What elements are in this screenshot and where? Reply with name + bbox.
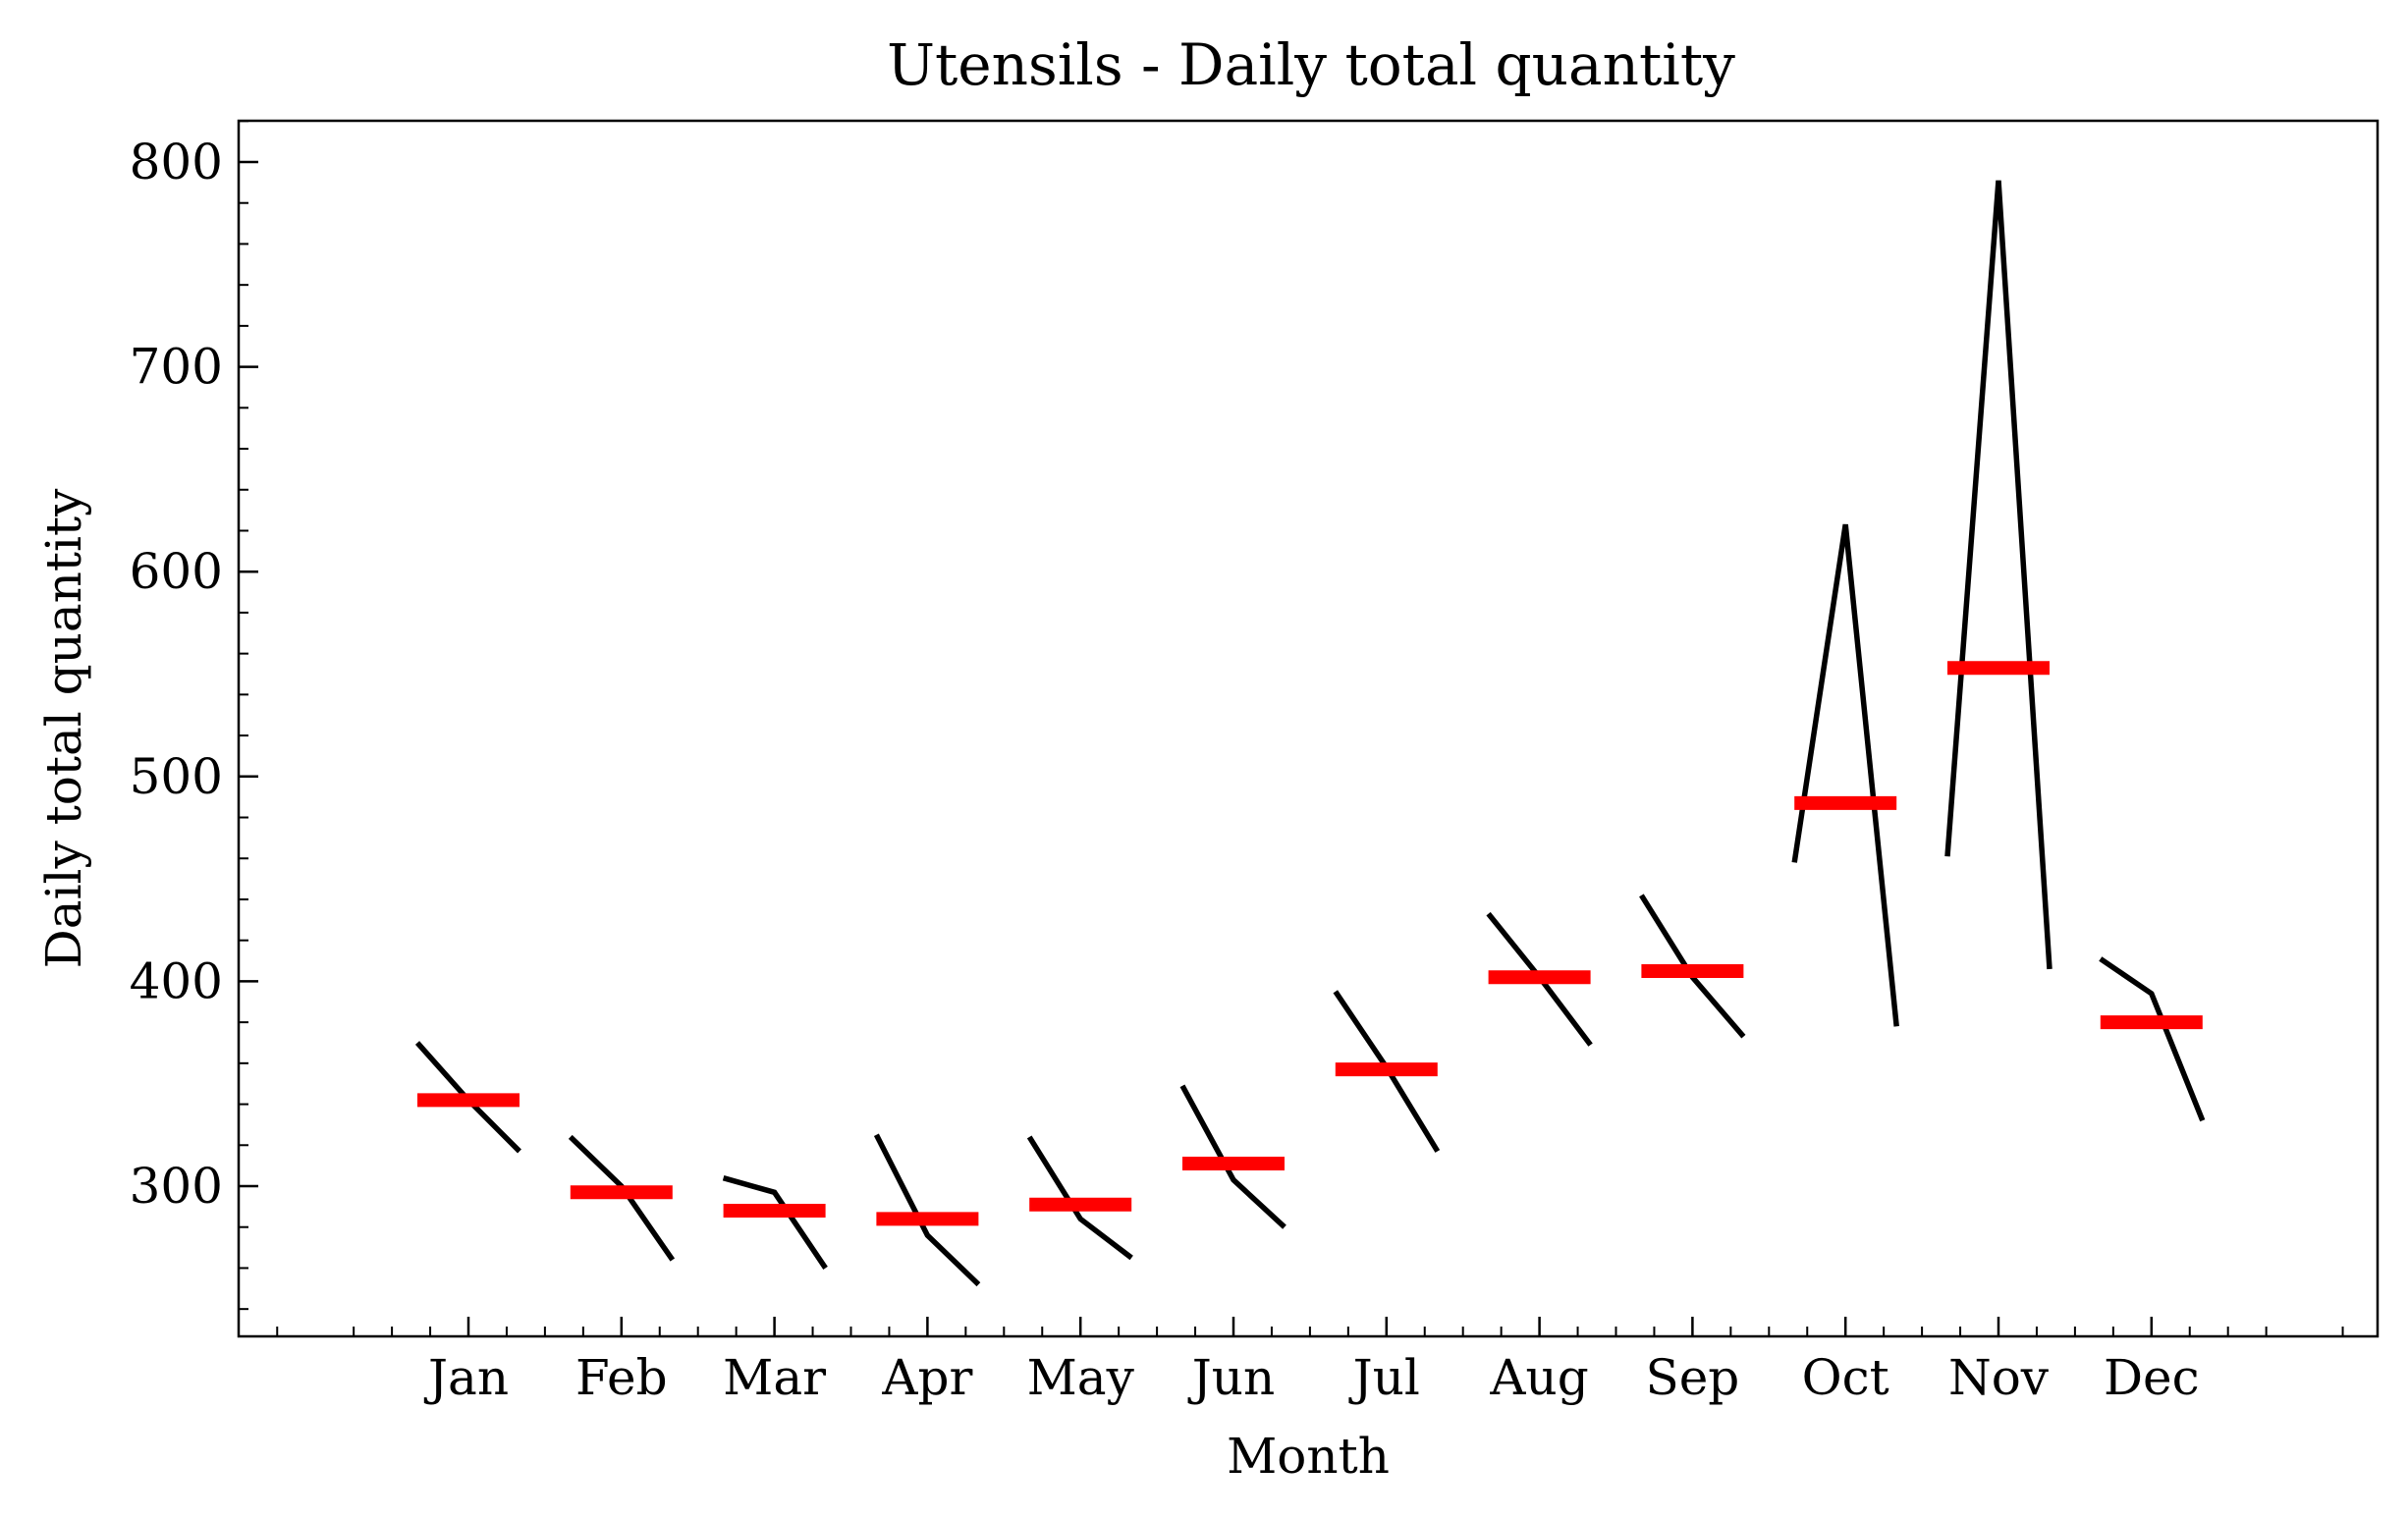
y-tick-label: 300 xyxy=(130,1158,223,1215)
x-tick-label: May xyxy=(1027,1349,1135,1406)
x-tick-label: Oct xyxy=(1802,1349,1889,1406)
series-line-apr xyxy=(873,1133,981,1287)
x-axis: Jan Feb Mar Apr May Jun Jul Aug Sep Oct Nov Dec xyxy=(276,1317,2344,1406)
x-tick-label: Dec xyxy=(2104,1349,2200,1406)
y-tick-label: 600 xyxy=(130,543,223,600)
x-tick-label: Jun xyxy=(1187,1349,1275,1406)
series-line-dec xyxy=(2099,956,2206,1122)
series-lines xyxy=(414,180,2206,1287)
x-axis-label: Month xyxy=(1227,1428,1390,1485)
y-tick-label: 500 xyxy=(130,748,223,805)
y-axis-label: Daily total quantity xyxy=(35,488,92,968)
x-tick-label: Aug xyxy=(1489,1349,1588,1406)
series-line-mar xyxy=(722,1175,828,1270)
series-line-nov xyxy=(1944,180,2052,970)
series-line-may xyxy=(1026,1135,1133,1261)
y-axis: 300 400 500 600 700 800 xyxy=(130,120,258,1311)
y-tick-label: 400 xyxy=(130,952,223,1009)
chart-title: Utensils - Daily total quantity xyxy=(887,31,1735,98)
x-tick-label: Jan xyxy=(423,1349,509,1406)
x-tick-label: Jul xyxy=(1348,1349,1420,1406)
y-tick-label: 700 xyxy=(130,339,223,396)
series-line-jun xyxy=(1179,1084,1286,1229)
y-tick-label: 800 xyxy=(130,134,223,190)
plot-area-frame xyxy=(237,119,2380,1338)
x-tick-label: Nov xyxy=(1948,1349,2050,1406)
series-line-oct xyxy=(1791,523,1899,1027)
mean-markers xyxy=(417,661,2203,1226)
x-tick-label: Mar xyxy=(723,1349,826,1406)
x-tick-label: Apr xyxy=(881,1349,972,1406)
x-tick-label: Sep xyxy=(1645,1349,1739,1406)
x-tick-label: Feb xyxy=(575,1349,668,1406)
